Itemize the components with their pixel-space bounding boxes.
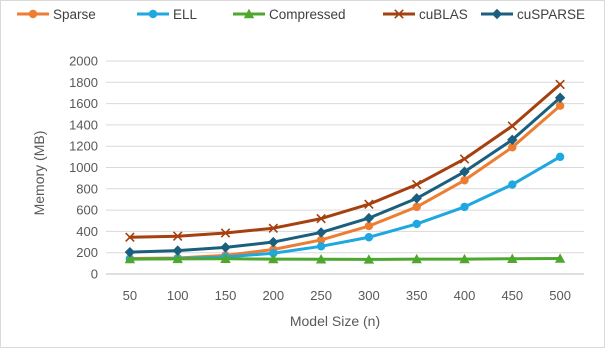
- legend-marker: [394, 9, 404, 19]
- series-compressed: [124, 253, 566, 264]
- y-tick-labels: 0 200 400 600 800 1000 1200 1400 1600 1800 2000: [69, 54, 98, 282]
- legend-marker: [243, 8, 255, 19]
- x-axis-title: Model Size (n): [290, 313, 380, 329]
- x-tick-label: 450: [501, 288, 523, 303]
- x-tick-label: 300: [358, 288, 380, 303]
- y-tick-label: 1600: [69, 96, 98, 111]
- data-point: [507, 253, 518, 263]
- data-point: [411, 253, 422, 264]
- data-point: [316, 242, 326, 251]
- legend-item-compressed: Compressed: [233, 7, 346, 22]
- data-point: [124, 253, 136, 264]
- x-tick-label: 250: [310, 288, 332, 303]
- data-point: [220, 253, 231, 263]
- legend-label: Sparse: [53, 7, 96, 22]
- series-line: [128, 155, 562, 261]
- data-point: [554, 253, 566, 263]
- series-cusparse: [124, 92, 566, 258]
- data-point: [459, 253, 470, 264]
- series-line: [128, 257, 562, 261]
- legend-item-sparse: Sparse: [17, 7, 96, 22]
- data-point: [172, 231, 183, 241]
- series-lines: [124, 79, 566, 264]
- y-tick-label: 1200: [69, 139, 98, 154]
- data-point: [555, 79, 565, 90]
- x-tick-label: 50: [123, 288, 137, 303]
- data-point: [460, 176, 469, 185]
- x-tick-label: 100: [167, 288, 189, 303]
- data-point: [172, 253, 183, 264]
- data-point: [412, 219, 421, 229]
- data-point: [555, 101, 565, 110]
- data-point: [460, 202, 469, 212]
- legend-label: ELL: [173, 7, 198, 22]
- x-tick-label: 150: [215, 288, 237, 303]
- legend-item-ell: ELL: [137, 7, 198, 22]
- series-line: [128, 82, 562, 239]
- data-point: [269, 249, 278, 258]
- data-point: [268, 236, 279, 248]
- data-point: [364, 199, 374, 210]
- x-tick-label: 200: [262, 288, 284, 303]
- legend-label: cuSPARSE: [517, 7, 585, 22]
- data-point: [411, 193, 422, 204]
- data-point: [364, 221, 374, 231]
- y-tick-label: 2000: [69, 54, 98, 69]
- gridlines: [106, 60, 584, 275]
- data-point: [268, 223, 279, 233]
- data-point: [316, 213, 326, 224]
- x-tick-label: 350: [406, 288, 428, 303]
- legend-item-cusparse: cuSPARSE: [481, 7, 585, 22]
- data-point: [220, 242, 231, 253]
- data-point: [508, 180, 517, 189]
- data-point: [220, 228, 231, 238]
- y-tick-label: 200: [76, 245, 98, 260]
- data-point: [363, 212, 375, 224]
- legend-item-cublas: cuBLAS: [383, 7, 468, 22]
- y-axis-title: Memory (MB): [31, 131, 47, 216]
- data-point: [124, 246, 136, 258]
- memory-line-chart: 0 200 400 600 800 1000 1200 1400 1600 1800 2000 50…: [17, 7, 585, 329]
- series-ell: [125, 152, 565, 264]
- data-point: [508, 143, 517, 152]
- data-point: [364, 233, 374, 242]
- data-point: [172, 245, 183, 256]
- data-point: [125, 232, 135, 243]
- y-tick-label: 600: [76, 203, 98, 218]
- data-point: [411, 179, 422, 190]
- legend-marker: [148, 9, 158, 19]
- x-tick-label: 500: [549, 288, 571, 303]
- y-tick-label: 400: [76, 224, 98, 239]
- legend: Sparse ELL Compressed cuBLAS cuSPARSE: [17, 7, 585, 22]
- series-sparse: [125, 101, 565, 263]
- data-point: [507, 121, 518, 131]
- data-point: [315, 227, 327, 238]
- data-point: [363, 254, 375, 264]
- y-tick-label: 1400: [69, 117, 98, 132]
- data-point: [315, 254, 327, 264]
- x-tick-labels: 50 100 150 200 250 300 350 400 450 500: [123, 288, 571, 303]
- x-tick-label: 400: [454, 288, 476, 303]
- y-tick-label: 1800: [69, 75, 98, 90]
- legend-label: Compressed: [269, 7, 346, 22]
- data-point: [459, 154, 470, 164]
- legend-marker: [28, 9, 38, 19]
- series-cublas: [125, 79, 565, 243]
- data-point: [412, 202, 421, 212]
- data-point: [507, 134, 518, 146]
- y-tick-label: 800: [76, 181, 98, 196]
- y-tick-label: 1000: [69, 160, 98, 175]
- data-point: [555, 152, 565, 162]
- data-point: [554, 92, 566, 103]
- data-point: [316, 235, 326, 245]
- legend-label: cuBLAS: [419, 7, 468, 22]
- data-point: [268, 253, 279, 264]
- series-line: [128, 96, 562, 254]
- data-point: [459, 166, 470, 177]
- y-tick-label: 0: [91, 267, 98, 282]
- legend-marker: [491, 8, 503, 20]
